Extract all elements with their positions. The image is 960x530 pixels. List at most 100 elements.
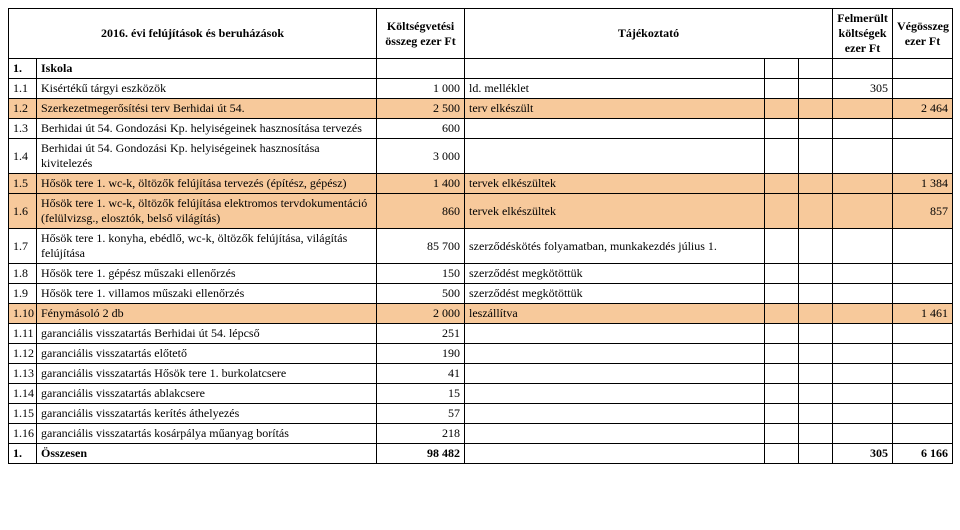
row-desc: garanciális visszatartás kosárpálya műan… bbox=[37, 424, 377, 444]
total-num: 1. bbox=[9, 444, 37, 464]
row-desc: Kisértékű tárgyi eszközök bbox=[37, 79, 377, 99]
row-cost bbox=[833, 364, 893, 384]
row-budget: 150 bbox=[377, 264, 465, 284]
row-desc: Hősök tere 1. wc-k, öltözők felújítása e… bbox=[37, 194, 377, 229]
row-desc: garanciális visszatartás Hősök tere 1. b… bbox=[37, 364, 377, 384]
row-num: 1.7 bbox=[9, 229, 37, 264]
spacer-cell bbox=[799, 404, 833, 424]
row-info: szerződést megkötöttük bbox=[465, 264, 765, 284]
header-costs: Felmerült költségek ezer Ft bbox=[833, 9, 893, 59]
spacer-cell bbox=[765, 284, 799, 304]
spacer-cell bbox=[765, 444, 799, 464]
row-num: 1.6 bbox=[9, 194, 37, 229]
row-info bbox=[465, 424, 765, 444]
row-final bbox=[893, 344, 953, 364]
section-num: 1. bbox=[9, 59, 37, 79]
row-num: 1.16 bbox=[9, 424, 37, 444]
section-budget bbox=[377, 59, 465, 79]
header-final: Végösszeg ezer Ft bbox=[893, 9, 953, 59]
table-row: 1.5Hősök tere 1. wc-k, öltözők felújítás… bbox=[9, 174, 953, 194]
row-cost bbox=[833, 119, 893, 139]
row-desc: Hősök tere 1. villamos műszaki ellenőrzé… bbox=[37, 284, 377, 304]
table-row: 1.15garanciális visszatartás kerítés áth… bbox=[9, 404, 953, 424]
row-info: leszállítva bbox=[465, 304, 765, 324]
row-final bbox=[893, 264, 953, 284]
table-row: 1.9Hősök tere 1. villamos műszaki ellenő… bbox=[9, 284, 953, 304]
spacer-cell bbox=[765, 424, 799, 444]
row-info bbox=[465, 324, 765, 344]
row-num: 1.5 bbox=[9, 174, 37, 194]
table-row: 1.16garanciális visszatartás kosárpálya … bbox=[9, 424, 953, 444]
row-final bbox=[893, 384, 953, 404]
row-info: szerződéskötés folyamatban, munkakezdés … bbox=[465, 229, 765, 264]
row-desc: Hősök tere 1. wc-k, öltözők felújítása t… bbox=[37, 174, 377, 194]
section-label: Iskola bbox=[37, 59, 377, 79]
row-num: 1.9 bbox=[9, 284, 37, 304]
row-desc: Hősök tere 1. gépész műszaki ellenőrzés bbox=[37, 264, 377, 284]
spacer-cell bbox=[799, 59, 833, 79]
row-cost bbox=[833, 324, 893, 344]
row-budget: 3 000 bbox=[377, 139, 465, 174]
spacer-cell bbox=[765, 59, 799, 79]
row-budget: 1 000 bbox=[377, 79, 465, 99]
row-budget: 1 400 bbox=[377, 174, 465, 194]
spacer-cell bbox=[799, 174, 833, 194]
row-budget: 190 bbox=[377, 344, 465, 364]
row-budget: 251 bbox=[377, 324, 465, 344]
section-cost bbox=[833, 59, 893, 79]
row-cost bbox=[833, 384, 893, 404]
table-row: 1.14garanciális visszatartás ablakcsere1… bbox=[9, 384, 953, 404]
row-num: 1.3 bbox=[9, 119, 37, 139]
spacer-cell bbox=[799, 384, 833, 404]
header-info: Tájékoztató bbox=[465, 9, 833, 59]
row-num: 1.10 bbox=[9, 304, 37, 324]
row-desc: garanciális visszatartás Berhidai út 54.… bbox=[37, 324, 377, 344]
row-budget: 57 bbox=[377, 404, 465, 424]
row-budget: 15 bbox=[377, 384, 465, 404]
spacer-cell bbox=[765, 324, 799, 344]
row-info bbox=[465, 404, 765, 424]
row-num: 1.2 bbox=[9, 99, 37, 119]
header-title: 2016. évi felújítások és beruházások bbox=[9, 9, 377, 59]
spacer-cell bbox=[799, 119, 833, 139]
row-final bbox=[893, 139, 953, 174]
row-budget: 2 500 bbox=[377, 99, 465, 119]
row-final bbox=[893, 424, 953, 444]
table-header-row: 2016. évi felújítások és beruházások Köl… bbox=[9, 9, 953, 59]
table-row: 1.13garanciális visszatartás Hősök tere … bbox=[9, 364, 953, 384]
spacer-cell bbox=[799, 424, 833, 444]
row-cost bbox=[833, 264, 893, 284]
total-label: Összesen bbox=[37, 444, 377, 464]
total-info bbox=[465, 444, 765, 464]
table-row: 1.10Fénymásoló 2 db2 000leszállítva1 461 bbox=[9, 304, 953, 324]
row-cost bbox=[833, 99, 893, 119]
table-row: 1.11garanciális visszatartás Berhidai út… bbox=[9, 324, 953, 344]
row-budget: 600 bbox=[377, 119, 465, 139]
row-final bbox=[893, 284, 953, 304]
row-info: terv elkészült bbox=[465, 99, 765, 119]
total-cost: 305 bbox=[833, 444, 893, 464]
spacer-cell bbox=[799, 364, 833, 384]
row-cost bbox=[833, 229, 893, 264]
row-budget: 500 bbox=[377, 284, 465, 304]
table-row: 1.7Hősök tere 1. konyha, ebédlő, wc-k, ö… bbox=[9, 229, 953, 264]
table-row: 1.2Szerkezetmegerősítési terv Berhidai ú… bbox=[9, 99, 953, 119]
row-num: 1.11 bbox=[9, 324, 37, 344]
section-info bbox=[465, 59, 765, 79]
spacer-cell bbox=[765, 79, 799, 99]
row-info: szerződést megkötöttük bbox=[465, 284, 765, 304]
row-final: 857 bbox=[893, 194, 953, 229]
total-budget: 98 482 bbox=[377, 444, 465, 464]
row-info bbox=[465, 384, 765, 404]
row-num: 1.14 bbox=[9, 384, 37, 404]
row-cost bbox=[833, 284, 893, 304]
spacer-cell bbox=[765, 229, 799, 264]
row-info bbox=[465, 139, 765, 174]
spacer-cell bbox=[765, 139, 799, 174]
row-num: 1.15 bbox=[9, 404, 37, 424]
row-budget: 41 bbox=[377, 364, 465, 384]
row-budget: 2 000 bbox=[377, 304, 465, 324]
spacer-cell bbox=[765, 364, 799, 384]
row-cost bbox=[833, 194, 893, 229]
row-desc: garanciális visszatartás kerítés áthelye… bbox=[37, 404, 377, 424]
